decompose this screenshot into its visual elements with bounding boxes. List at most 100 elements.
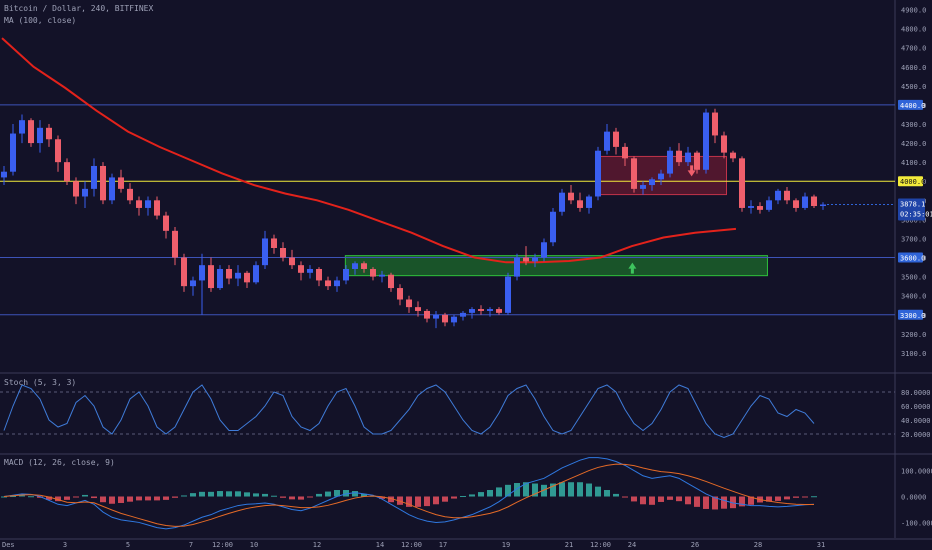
macd-histogram-bar [721,496,727,509]
macd-histogram-bar [28,496,34,498]
candle-body [703,112,709,170]
price-tick-label: 3700.0 [901,235,926,243]
candle-body [685,152,691,163]
candle-body [262,238,268,266]
x-tick-label: 10 [250,541,258,549]
candle-body [775,190,781,201]
x-tick-label: Des [2,541,15,549]
macd-histogram-bar [577,482,583,497]
candle-body [46,127,52,140]
macd-histogram-bar [703,496,709,509]
level-price-tag [898,176,923,187]
macd-histogram-bar [811,496,817,498]
candle-body [514,257,520,277]
candle-body [802,196,808,208]
candle-body [10,133,16,172]
macd-histogram-bar [712,496,718,510]
candle-body [208,265,214,289]
candle-body [739,158,745,208]
macd-histogram-bar [469,494,475,497]
macd-histogram-bar [262,493,268,497]
candle-body [100,165,106,201]
x-tick-label: 14 [376,541,384,549]
macd-histogram-bar [523,482,529,497]
candle-body [298,265,304,273]
macd-histogram-bar [451,496,457,499]
candle-body [154,200,160,216]
candle-body [451,316,457,323]
candle-body [811,196,817,207]
down-arrow-icon [687,165,696,177]
macd-histogram-bar [325,491,331,497]
macd-histogram-bar [595,486,601,497]
macd-histogram-bar [388,496,394,503]
macd-histogram-bar [541,484,547,497]
price-tick-label: 3500.0 [901,274,926,282]
candle-body [406,299,412,308]
macd-histogram-bar [586,483,592,497]
stoch-line [3,384,815,439]
price-tick-label: 3400.0 [901,293,926,301]
macd-histogram-bar [64,496,70,500]
macd-histogram-bar [127,496,133,502]
candle-body [181,257,187,287]
macd-histogram-bar [496,487,502,497]
stoch-tick-label: 60.0000 [901,403,931,411]
candle-body [658,173,664,180]
stoch-tick-label: 40.0000 [901,417,931,425]
candle-body [244,272,250,283]
candle-body [127,188,133,201]
macd-histogram-bar [37,496,43,498]
macd-histogram-bar [406,496,412,507]
candle-body [334,280,340,287]
macd-histogram-bar [73,496,79,498]
macd-histogram-bar [532,483,538,497]
macd-histogram-bar [226,491,232,497]
candle-body [613,131,619,147]
level-price-tag [898,252,923,263]
x-tick-label: 24 [628,541,636,549]
price-tick-label: 4500.0 [901,83,926,91]
candle-body [73,181,79,197]
price-tick-label: 4100.0 [901,159,926,167]
macd-tick-label: 100.0000 [901,468,932,476]
candle-body [199,265,205,281]
candle-body [307,268,313,273]
macd-histogram-bar [163,496,169,500]
stoch-tick-label: 80.0000 [901,389,931,397]
candle-body [325,280,331,287]
macd-histogram-bar [118,496,124,503]
macd-histogram-bar [784,496,790,500]
macd-histogram-bar [631,496,637,502]
macd-histogram-bar [271,495,277,497]
candle-body [595,150,601,197]
candle-body [424,310,430,319]
candle-body [379,274,385,277]
level-price-label: 3600.0 [900,255,925,263]
candle-body [541,242,547,258]
x-tick-label: 31 [817,541,825,549]
macd-histogram-bar [658,496,664,502]
macd-histogram-bar [748,496,754,505]
candle-body [505,276,511,313]
x-tick-label: 19 [502,541,510,549]
candle-body [460,312,466,317]
candle-body [523,257,529,262]
macd-histogram-bar [109,496,115,504]
level-price-tag [898,99,923,110]
candle-body [388,274,394,289]
candle-body [757,206,763,210]
current-price-tag [898,198,925,221]
macd-histogram-bar [649,496,655,505]
candle-body [586,196,592,208]
x-tick-label: 12:00 [590,541,611,549]
macd-histogram-bar [685,496,691,505]
candle-body [568,192,574,201]
candle-body [469,309,475,313]
macd-legend: MACD (12, 26, close, 9) [4,458,115,467]
price-tick-label: 3100.0 [901,350,926,358]
macd-histogram-bar [190,493,196,497]
candle-body [694,152,700,170]
macd-histogram-bar [100,496,106,503]
